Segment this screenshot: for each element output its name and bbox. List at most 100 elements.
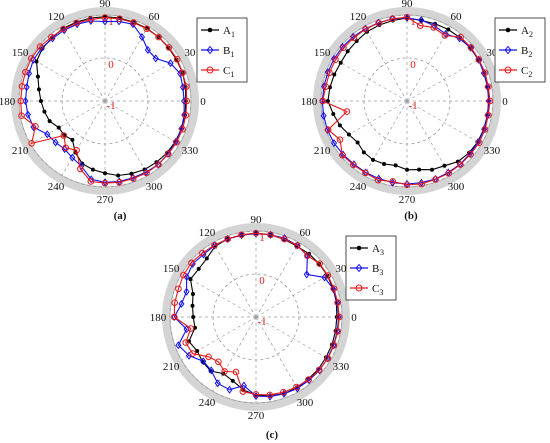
data-point (481, 126, 489, 133)
angle-tick-label: 240 (350, 181, 367, 193)
data-point (183, 97, 190, 105)
data-point (326, 69, 333, 77)
data-point (175, 285, 182, 293)
series-C3 (171, 229, 343, 399)
data-point (90, 167, 95, 172)
data-point (389, 15, 396, 23)
angle-tick-label: 30 (335, 263, 347, 275)
data-point (196, 266, 201, 271)
legend-label: A3 (372, 243, 384, 257)
data-point (332, 72, 337, 77)
data-point (48, 33, 55, 41)
data-point (211, 241, 218, 249)
data-point (200, 357, 207, 366)
angle-tick-label: 0 (200, 96, 206, 108)
data-point (418, 180, 425, 188)
data-point (416, 22, 424, 29)
data-point (221, 368, 228, 375)
data-point (143, 25, 151, 33)
data-point (175, 341, 182, 350)
data-point (441, 32, 449, 39)
series-line (35, 16, 187, 177)
data-point (375, 19, 382, 27)
data-point (338, 60, 343, 65)
radial-tick-label: 0 (259, 275, 265, 287)
series-line (173, 232, 340, 396)
figure-caption: (c) (266, 429, 279, 441)
data-point (324, 272, 332, 279)
data-point (190, 292, 195, 297)
data-point (188, 277, 193, 282)
radial-tick-label: 1 (410, 16, 416, 28)
data-point (403, 181, 411, 189)
data-point (27, 55, 35, 62)
grid-spoke (406, 100, 451, 176)
grid-spoke (363, 26, 408, 102)
data-point (36, 87, 41, 92)
data-point (361, 150, 366, 155)
data-point (129, 175, 137, 182)
data-point (116, 15, 123, 23)
data-point (101, 14, 109, 21)
data-point (36, 43, 44, 50)
angle-tick-label: 30 (486, 47, 498, 59)
data-point (481, 69, 489, 76)
radial-tick-label: 0 (410, 59, 416, 71)
data-point (350, 161, 357, 169)
angle-tick-label: 90 (251, 214, 263, 226)
legend-marker (504, 66, 512, 74)
data-point (179, 83, 186, 92)
legend-label: A2 (521, 25, 533, 39)
data-point (330, 342, 338, 349)
data-point (374, 176, 382, 184)
legend-marker (355, 263, 363, 273)
data-point (183, 83, 190, 90)
series-C2 (319, 13, 494, 189)
legend-label: A1 (223, 25, 235, 39)
grid-spoke (61, 26, 106, 102)
angle-tick-label: 30 (184, 47, 196, 59)
data-point (152, 54, 159, 63)
data-point (195, 348, 200, 353)
data-point (325, 99, 330, 103)
grid-spoke (30, 100, 106, 145)
data-point (337, 123, 342, 128)
data-point (475, 139, 483, 147)
data-point (393, 163, 398, 168)
outer-ring (162, 223, 350, 411)
angle-tick-label: 270 (248, 410, 265, 422)
data-point (304, 252, 311, 260)
grid-spoke (255, 316, 331, 361)
data-point (252, 229, 260, 237)
angle-tick-label: 180 (301, 96, 318, 108)
data-point (26, 69, 33, 78)
data-point (403, 13, 411, 21)
data-point (280, 388, 287, 396)
data-point (42, 109, 47, 114)
data-point (319, 97, 327, 105)
legend-marker (504, 45, 512, 55)
data-point (467, 44, 475, 51)
data-point (330, 139, 338, 148)
radial-tick-label: -1 (408, 100, 417, 112)
data-point (181, 96, 188, 106)
legend: A3 B3 C3 (345, 235, 397, 301)
legend: A1 B1 C1 (196, 17, 248, 83)
grid-spoke (104, 26, 149, 102)
data-point (330, 285, 338, 292)
radial-tick-label: 1 (259, 232, 265, 244)
data-point (182, 339, 189, 346)
grid-spoke (181, 273, 257, 318)
grid-spoke (255, 242, 300, 318)
grid-spoke (30, 57, 106, 102)
data-point (405, 167, 409, 172)
data-point (138, 32, 146, 41)
angle-tick-label: 300 (448, 181, 465, 193)
data-point (116, 179, 123, 186)
angle-tick-label: 120 (350, 11, 367, 23)
angle-tick-label: 210 (12, 145, 29, 157)
data-point (18, 83, 26, 90)
legend-label: B2 (521, 45, 532, 59)
data-point (321, 273, 328, 282)
grid-spoke (181, 316, 257, 361)
